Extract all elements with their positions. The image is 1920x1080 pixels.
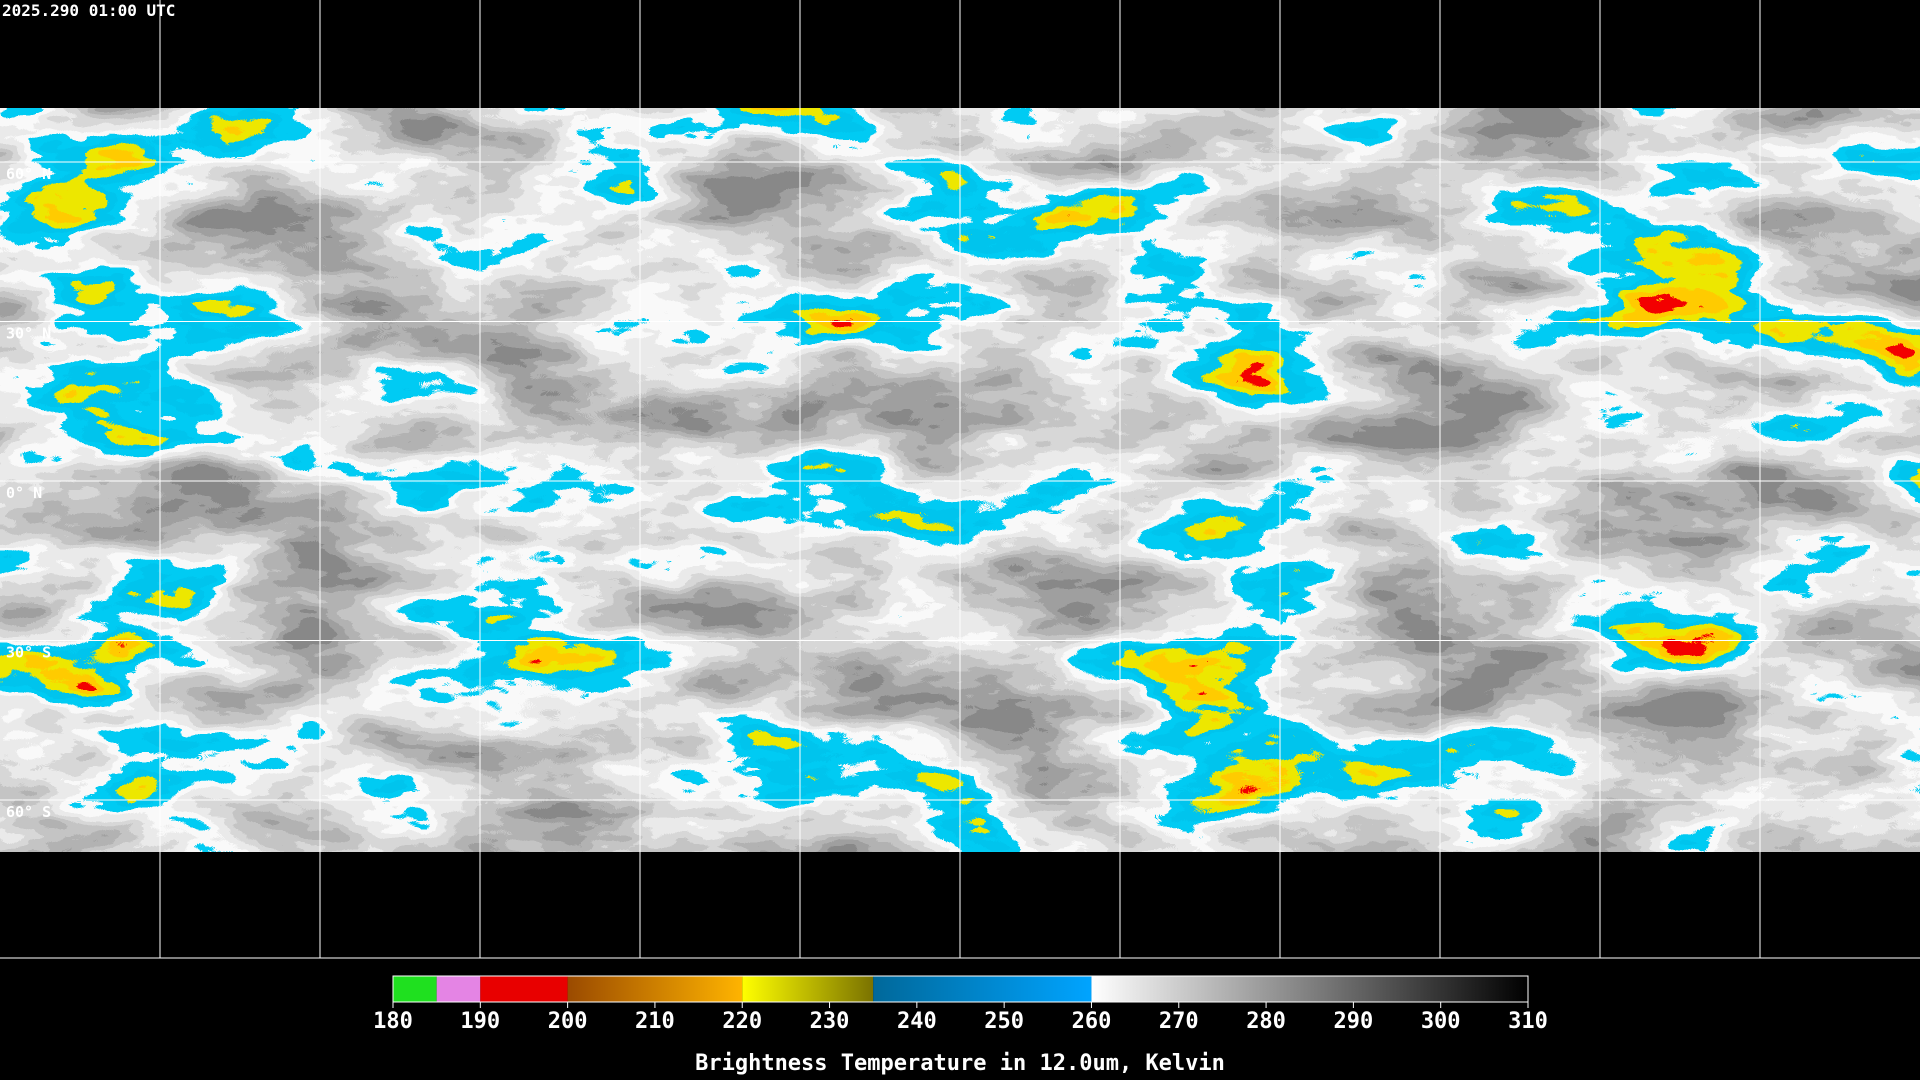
colorbar-segment — [393, 976, 437, 1002]
colorbar-tick-label: 290 — [1334, 1009, 1374, 1034]
latitude-label: 60° S — [6, 803, 51, 821]
colorbar-tick-label: 220 — [722, 1009, 762, 1034]
latitude-labels: 60° N 30° N 0° N 30° S 60° S — [6, 165, 51, 821]
timestamp: 2025.290 01:00 UTC — [2, 1, 175, 20]
colorbar-tick-label: 240 — [897, 1009, 937, 1034]
colorbar-tick-label: 210 — [635, 1009, 675, 1034]
graticule — [0, 0, 1920, 958]
colorbar-frame — [392, 975, 1529, 1003]
colorbar-tick-label: 200 — [548, 1009, 588, 1034]
colorbar-title: Brightness Temperature in 12.0um, Kelvin — [695, 1051, 1225, 1076]
colorbar-tick-label: 260 — [1072, 1009, 1112, 1034]
colorbar-tick-label: 300 — [1421, 1009, 1461, 1034]
colorbar-segment — [873, 976, 1092, 1002]
colorbar-tick-label: 250 — [984, 1009, 1024, 1034]
colorbar-segment — [1091, 976, 1528, 1002]
colorbar-tick-label: 180 — [373, 1009, 413, 1034]
colorbar-tick-label: 190 — [460, 1009, 500, 1034]
latitude-label: 60° N — [6, 165, 51, 183]
colorbar-segment — [567, 976, 743, 1002]
latitude-label: 30° N — [6, 325, 51, 343]
colorbar-segment — [480, 976, 568, 1002]
colorbar-tick-label: 310 — [1508, 1009, 1548, 1034]
colorbar-segment — [742, 976, 874, 1002]
colorbar-tick-label: 270 — [1159, 1009, 1199, 1034]
colorbar-tick-label: 230 — [810, 1009, 850, 1034]
latitude-label: 0° N — [6, 484, 42, 502]
colorbar-segment — [436, 976, 481, 1002]
latitude-label: 30° S — [6, 644, 51, 662]
colorbar: 180 190 200 210 220 230 240 250 260 270 280 290 300 3… — [373, 975, 1548, 1034]
colorbar-tick-label: 280 — [1246, 1009, 1286, 1034]
